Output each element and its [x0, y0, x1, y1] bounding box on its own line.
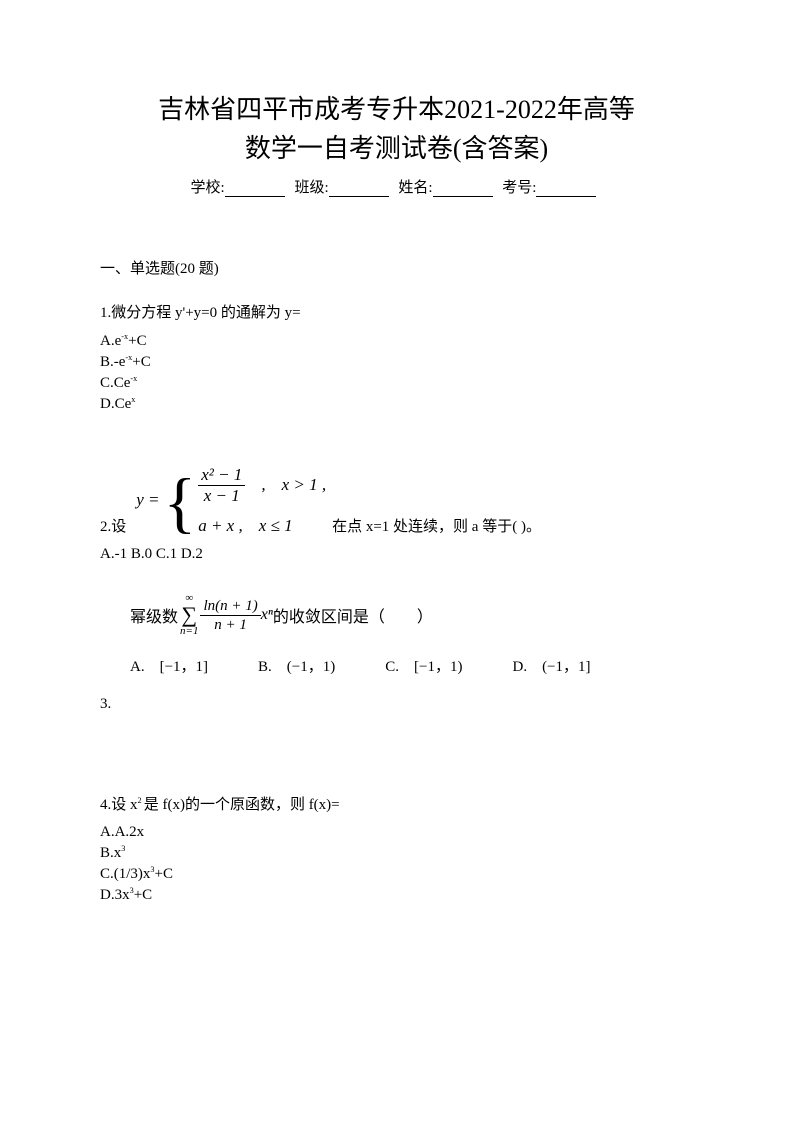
q2-case1-num: x² − 1 [198, 465, 245, 486]
school-label: 学校: [191, 180, 225, 196]
q4-stem: 4.设 x2 是 f(x)的一个原函数，则 f(x)= [100, 793, 693, 814]
q1-optA-suffix: +C [128, 333, 146, 349]
q2-y-eq: y = [136, 490, 159, 510]
q1-optC-sup: -x [130, 374, 137, 383]
q3-label-suffix: 的收敛区间是（ ） [273, 603, 433, 627]
q4-stem-mid: 是 f(x)的一个原函数，则 f(x)= [144, 797, 340, 813]
q3-stem: 幂级数 ∞ ∑ n=1 ln(n + 1) n + 1 xⁿ 的收敛区间是（ ） [130, 593, 693, 637]
title-line-1: 吉林省四平市成考专升本2021-2022年高等 [158, 95, 635, 124]
q2-case1-den: x − 1 [201, 486, 243, 506]
q3-xn: xⁿ [261, 606, 273, 624]
q1-optD-sup: x [131, 395, 135, 404]
q4-stem-prefix: 4.设 x [100, 797, 138, 813]
q1-stem: 1.微分方程 y'+y=0 的通解为 y= [100, 302, 693, 325]
q2-case1-comma: , [261, 475, 265, 495]
q1-options: A.e-x+C B.-e-x+C C.Ce-x D.Cex [100, 331, 693, 415]
sigma-icon: ∞ ∑ n=1 [180, 593, 198, 637]
q2-case1-cond: x > 1 , [282, 475, 327, 495]
q1-optC-prefix: C.Ce [100, 375, 130, 391]
name-blank [433, 181, 493, 197]
q2-prefix: 2.设 [100, 515, 126, 536]
id-label: 考号: [502, 180, 536, 196]
section-heading: 一、单选题(20 题) [100, 257, 693, 278]
q4-optB-sup: 3 [121, 844, 125, 853]
class-label: 班级: [294, 180, 328, 196]
class-blank [329, 181, 389, 197]
q4-optD-prefix: D.3x [100, 887, 130, 903]
q2-options: A.-1 B.0 C.1 D.2 [100, 546, 693, 563]
q2-piecewise: { x² − 1 x − 1 , x > 1 , a + x , x ≤ 1 [164, 465, 327, 537]
q2-case2-cond: x ≤ 1 [259, 516, 293, 536]
school-blank [225, 181, 285, 197]
q4-optD-suffix: +C [134, 887, 152, 903]
q3-options: A. [−1，1] B. (−1，1) C. [−1，1) D. (−1，1] [130, 655, 693, 676]
page-title: 吉林省四平市成考专升本2021-2022年高等 数学一自考测试卷(含答案) [100, 90, 693, 168]
q1-optB-suffix: +C [132, 354, 150, 370]
q2-case2: a + x , x ≤ 1 [198, 516, 326, 536]
q3-optB: B. (−1，1) [258, 655, 335, 676]
q3-num: 3. [100, 696, 693, 713]
q4-optC-suffix: +C [155, 866, 173, 882]
q3-label-prefix: 幂级数 [130, 603, 178, 627]
q4-options: A.A.2x B.x3 C.(1/3)x3+C D.3x3+C [100, 822, 693, 906]
q3-frac-den: n + 1 [211, 616, 250, 634]
info-line: 学校: 班级: 姓名: 考号: [100, 176, 693, 197]
q2-wrapper: 2.设 y = { x² − 1 x − 1 , x > 1 , a + x , [100, 465, 693, 537]
q2-line: 2.设 y = { x² − 1 x − 1 , x > 1 , a + x , [100, 465, 693, 537]
q2-case1: x² − 1 x − 1 , x > 1 , [198, 465, 326, 507]
q2-tail: 在点 x=1 处连续，则 a 等于( )。 [332, 515, 541, 536]
q1-optB-prefix: B.-e [100, 354, 125, 370]
sigma-bot: n=1 [180, 626, 198, 637]
sigma-sym: ∑ [181, 604, 197, 626]
q3-optC: C. [−1，1) [385, 655, 462, 676]
id-blank [536, 181, 596, 197]
brace-icon: { [164, 472, 197, 532]
q4-optB-prefix: B.x [100, 845, 121, 861]
name-label: 姓名: [398, 180, 432, 196]
q1-optD-prefix: D.Ce [100, 396, 131, 412]
q3-optD: D. (−1，1] [512, 655, 590, 676]
title-line-2: 数学一自考测试卷(含答案) [245, 134, 548, 163]
q3-optA: A. [−1，1] [130, 655, 208, 676]
q4-optC-prefix: C.(1/3)x [100, 866, 150, 882]
q3-wrapper: 幂级数 ∞ ∑ n=1 ln(n + 1) n + 1 xⁿ 的收敛区间是（ ）… [100, 593, 693, 676]
q2-case2-expr: a + x , [198, 516, 243, 536]
q4-optA: A.A.2x [100, 824, 144, 840]
q1-optA-prefix: A.e [100, 333, 121, 349]
q3-frac-num: ln(n + 1) [200, 597, 260, 616]
